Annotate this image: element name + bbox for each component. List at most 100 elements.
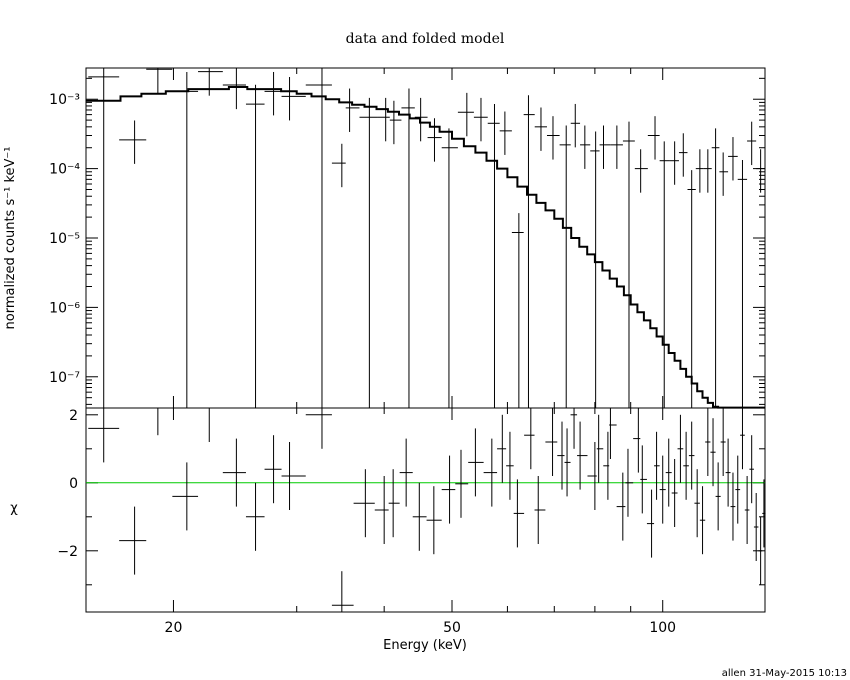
residual-point [399,438,413,507]
residual-point [245,482,265,551]
residual-point [683,431,689,500]
residual-point [694,469,700,538]
residual-point [545,408,558,476]
data-point [669,141,679,185]
x-tick-label: 50 [443,620,461,636]
residual-point [640,445,647,514]
top-y-axis-label: normalized counts s⁻¹ keV⁻¹ [3,147,18,330]
residual-point [609,408,617,459]
residual-point [468,428,484,497]
residual-point [710,418,716,487]
chart-title-group: data and folded model [346,31,505,47]
residual-point [749,435,754,504]
x-tick-label: 100 [649,620,676,636]
data-point [634,149,648,193]
data-point [88,68,120,408]
residual-point [570,408,578,449]
y-tick-label-bottom: 2 [69,408,78,424]
residual-point [88,408,120,463]
residual-point [388,469,400,538]
data-point [687,170,696,408]
bottom-panel-frame [85,407,766,613]
residual-point [633,408,641,473]
x-axis-label: Energy (keV) [383,638,467,653]
residual-point [744,476,750,544]
y-tick-label-top: 10⁻⁵ [49,231,80,247]
residual-point [705,408,711,476]
data-point [678,133,688,177]
data-point [728,137,738,181]
residual-point [506,431,514,500]
residual-point [524,408,535,470]
data-point [427,118,442,162]
residual-point [603,431,610,500]
data-point [414,97,428,142]
x-tick-label: 20 [165,620,183,636]
data-point [703,149,712,193]
residual-point [735,455,741,524]
data-point [737,160,748,408]
data-point [457,92,474,137]
data-point [389,100,402,145]
residual-point [564,428,571,497]
residual-point [715,462,721,531]
residual-point [753,493,759,561]
data-point [590,131,600,408]
residual-point [625,448,634,517]
residual-point [534,476,546,544]
residual-point [331,571,354,612]
data-point [719,152,729,196]
data-point [473,97,488,142]
data-point [559,125,571,408]
data-point [599,125,611,169]
data-point [172,71,199,408]
top-panel: 10⁻³ 10⁻⁴ 10⁻⁵ 10⁻⁶ 10⁻⁷ normalized counts s… [3,67,766,409]
residual-point [688,421,695,490]
residual-point [441,455,456,524]
y-tick-label-bottom: −2 [57,544,78,560]
chart-title: data and folded model [346,31,505,47]
data-point [331,143,346,188]
data-point [305,68,332,408]
model-step-line [86,86,765,409]
data-point [610,125,623,169]
residual-point [725,438,731,507]
residual-point [172,462,199,531]
data-point [695,149,704,193]
residual-point [146,407,173,436]
residual-point [596,414,604,483]
residual-point [455,449,469,518]
data-point [281,77,306,121]
data-point [511,213,524,408]
data-point [580,125,591,169]
residual-point [412,482,427,551]
bottom-panel-data [86,407,766,612]
residual-point [483,438,498,507]
residual-point [654,431,660,500]
y-tick-label-top: 10⁻³ [49,92,80,108]
data-point [534,107,547,151]
residual-point [353,469,375,538]
residual-point [646,489,655,558]
residual-point [671,459,678,527]
residual-point [305,408,332,449]
y-tick-label-top: 10⁻⁷ [49,370,80,386]
data-point [523,95,535,408]
bottom-y-axis-label: χ [10,501,18,516]
data-point [198,68,223,96]
residual-point [730,472,736,541]
footer-stamp: allen 31-May-2015 10:13 [722,668,847,679]
data-point [264,71,282,116]
residual-point [762,479,766,548]
data-point [659,141,670,408]
residual-point [281,442,306,510]
residual-point [665,438,672,507]
top-panel-ticks: 10⁻³ 10⁻⁴ 10⁻⁵ 10⁻⁶ 10⁻⁷ [49,68,765,408]
residual-point [616,472,626,541]
residual-point [374,476,389,544]
data-point [756,149,766,193]
residual-point [677,414,684,483]
data-point [711,128,720,408]
